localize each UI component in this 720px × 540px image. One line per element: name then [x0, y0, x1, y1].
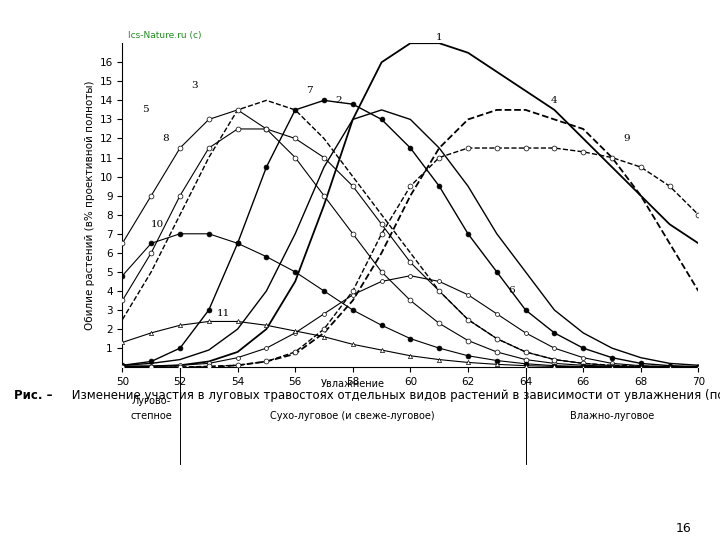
- Text: 10: 10: [150, 220, 163, 229]
- Text: Сухо-луговое (и свеже-луговое): Сухо-луговое (и свеже-луговое): [271, 411, 435, 421]
- Text: 8: 8: [162, 134, 169, 143]
- Text: Изменение участия в луговых травостоях отдельных видов растений в зависимости от: Изменение участия в луговых травостоях о…: [68, 389, 720, 402]
- Text: степное: степное: [130, 411, 172, 421]
- Text: 2: 2: [335, 96, 342, 105]
- Text: 11: 11: [217, 309, 230, 319]
- Text: Увлажнение: Увлажнение: [321, 379, 384, 389]
- Text: 9: 9: [623, 134, 630, 143]
- Text: 6: 6: [508, 286, 515, 295]
- Y-axis label: Обилие растений (в% проективной полноты): Обилие растений (в% проективной полноты): [85, 80, 95, 330]
- Text: 3: 3: [191, 80, 198, 90]
- Text: Луговo-: Луговo-: [132, 396, 171, 406]
- Text: 7: 7: [306, 86, 313, 96]
- Text: Влажно-луговое: Влажно-луговое: [570, 411, 654, 421]
- Text: 5: 5: [142, 105, 149, 114]
- Text: 16: 16: [675, 522, 691, 535]
- Text: lcs-Nature.ru (c): lcs-Nature.ru (c): [128, 31, 202, 40]
- Text: 4: 4: [551, 96, 558, 105]
- Text: 1: 1: [436, 33, 443, 42]
- Text: Рис. –: Рис. –: [14, 389, 53, 402]
